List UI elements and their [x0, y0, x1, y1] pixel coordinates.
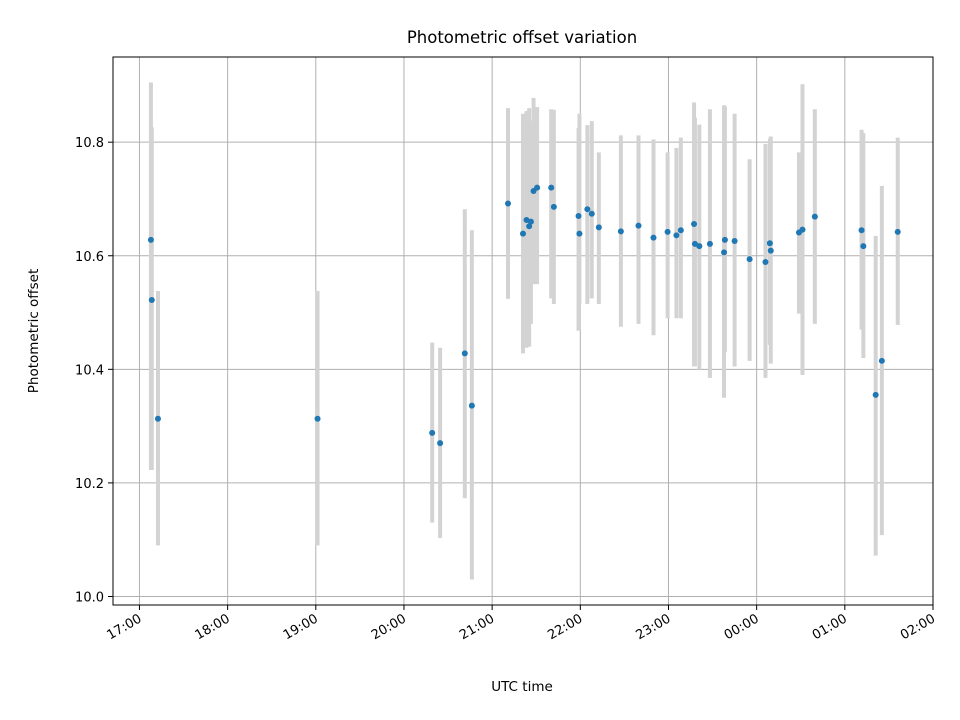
x-tick-label: 20:00: [369, 611, 409, 643]
data-point: [858, 227, 865, 234]
data-point: [575, 213, 582, 220]
y-tick-label: 10.2: [75, 477, 104, 492]
data-point: [677, 227, 684, 234]
data-point: [550, 203, 557, 210]
data-point: [762, 259, 769, 266]
data-point: [650, 234, 657, 241]
x-tick-label: 22:00: [545, 611, 585, 643]
data-point: [721, 249, 728, 256]
data-point: [673, 232, 680, 239]
data-point: [635, 222, 642, 229]
data-point: [595, 224, 602, 231]
data-points: [147, 184, 901, 447]
data-point: [505, 200, 512, 207]
data-point: [731, 237, 738, 244]
y-tick-label: 10.4: [75, 363, 104, 378]
x-tick-label: 01:00: [810, 611, 850, 643]
data-point: [584, 206, 591, 213]
data-point: [894, 228, 901, 235]
x-tick-label: 18:00: [193, 611, 233, 643]
y-axis-ticks: 10.0 10.2 10.4 10.6 10.8: [75, 136, 113, 605]
data-point: [527, 218, 534, 225]
data-point: [576, 230, 583, 237]
data-point: [588, 210, 595, 217]
data-point: [148, 297, 155, 304]
data-point: [664, 228, 671, 235]
data-point: [872, 391, 879, 398]
x-tick-label: 02:00: [898, 611, 938, 643]
y-axis-label: Photometric offset: [26, 269, 42, 393]
data-point: [878, 357, 885, 364]
data-point: [706, 240, 713, 247]
plot-frame: [112, 56, 934, 606]
data-point: [468, 402, 475, 409]
data-point: [147, 236, 154, 243]
x-tick-label: 00:00: [722, 611, 762, 643]
data-point: [437, 440, 444, 447]
data-point: [429, 429, 436, 436]
data-point: [721, 236, 728, 243]
data-point: [534, 184, 541, 191]
y-tick-label: 10.8: [75, 136, 104, 151]
data-point: [691, 220, 698, 227]
data-point: [799, 226, 806, 233]
x-tick-label: 23:00: [634, 611, 674, 643]
x-axis-label: UTC time: [491, 679, 553, 695]
data-point: [314, 415, 321, 422]
x-tick-label: 17:00: [105, 611, 145, 643]
x-tick-label: 21:00: [457, 611, 497, 643]
data-point: [767, 247, 774, 254]
data-point: [766, 240, 773, 247]
y-tick-label: 10.6: [75, 250, 104, 265]
error-bars: [148, 82, 900, 580]
data-point: [520, 230, 526, 237]
x-axis-ticks: 17:00 18:00 19:00 20:00 21:00 22:00 23:00 00:00…: [105, 605, 938, 643]
data-point: [526, 223, 533, 230]
x-tick-label: 19:00: [281, 611, 321, 643]
data-point: [548, 184, 555, 191]
data-point: [617, 228, 624, 235]
data-point: [860, 243, 867, 250]
data-point: [691, 240, 698, 247]
data-point: [811, 213, 818, 220]
data-point: [461, 350, 468, 357]
y-tick-label: 10.0: [75, 590, 104, 605]
chart-title: Photometric offset variation: [407, 28, 637, 47]
data-point: [746, 256, 753, 263]
data-point: [154, 415, 161, 422]
data-point: [696, 243, 703, 250]
